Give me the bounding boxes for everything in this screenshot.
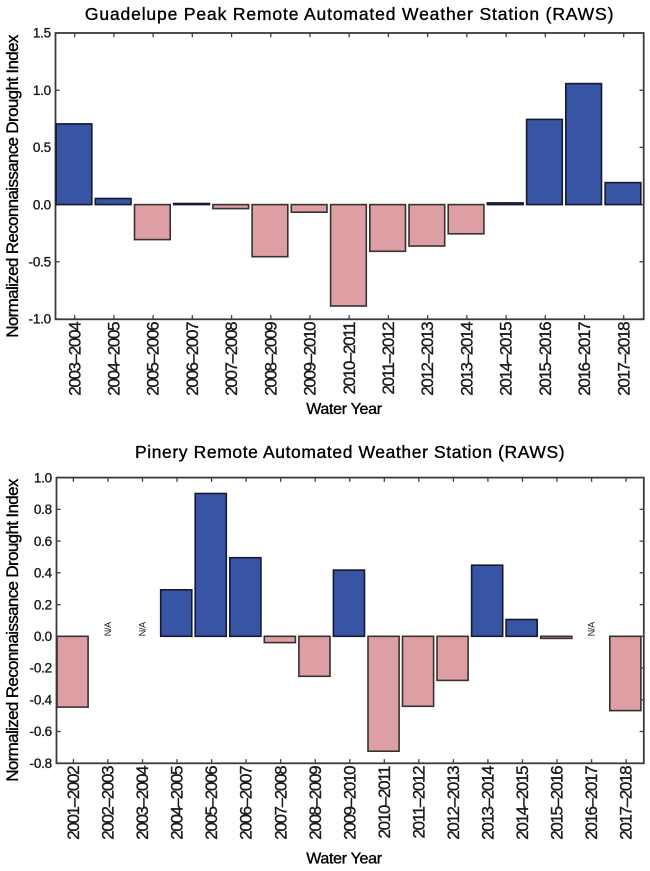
svg-text:2004–2005: 2004–2005 — [168, 766, 187, 840]
svg-text:Normalized Reconnaissance Drou: Normalized Reconnaissance Drought Index — [3, 34, 22, 338]
svg-text:N/A: N/A — [137, 622, 147, 636]
svg-text:Guadelupe Peak Remote Automate: Guadelupe Peak Remote Automated Weather … — [85, 4, 614, 24]
svg-text:0.8: 0.8 — [34, 502, 52, 517]
svg-text:Pinery Remote Automated Weathe: Pinery Remote Automated Weather Station … — [135, 442, 565, 462]
svg-text:2017–2018: 2017–2018 — [617, 766, 636, 840]
svg-text:1.0: 1.0 — [33, 83, 51, 98]
svg-text:1.0: 1.0 — [34, 470, 52, 485]
svg-text:-0.4: -0.4 — [30, 692, 53, 707]
svg-text:2005–2006: 2005–2006 — [202, 766, 221, 840]
svg-text:2005–2006: 2005–2006 — [144, 322, 163, 396]
svg-text:2006–2007: 2006–2007 — [237, 766, 256, 840]
svg-text:-1.0: -1.0 — [29, 312, 51, 327]
svg-text:2002–2003: 2002–2003 — [99, 766, 118, 840]
svg-text:-0.8: -0.8 — [30, 756, 52, 771]
svg-text:-0.6: -0.6 — [30, 724, 52, 739]
svg-text:2001–2002: 2001–2002 — [64, 766, 83, 840]
svg-text:2009–2010: 2009–2010 — [340, 766, 359, 840]
svg-text:-0.5: -0.5 — [29, 254, 51, 269]
svg-text:2012–2013: 2012–2013 — [444, 766, 463, 840]
svg-text:2006–2007: 2006–2007 — [183, 322, 202, 396]
svg-text:2003–2004: 2003–2004 — [65, 322, 84, 396]
svg-text:2004–2005: 2004–2005 — [105, 322, 124, 396]
svg-text:N/A: N/A — [587, 622, 597, 636]
svg-text:2013–2014: 2013–2014 — [479, 766, 498, 840]
svg-text:2007–2008: 2007–2008 — [271, 766, 290, 840]
svg-text:0.2: 0.2 — [34, 597, 52, 612]
svg-text:Water Year: Water Year — [306, 851, 383, 868]
svg-text:0.5: 0.5 — [33, 140, 51, 155]
svg-text:Water Year: Water Year — [306, 401, 383, 418]
svg-text:2017–2018: 2017–2018 — [614, 322, 633, 396]
svg-text:2007–2008: 2007–2008 — [222, 322, 241, 396]
svg-text:2010–2011: 2010–2011 — [340, 322, 359, 395]
svg-text:2003–2004: 2003–2004 — [133, 766, 152, 840]
svg-text:0.6: 0.6 — [34, 534, 52, 549]
svg-text:0.0: 0.0 — [34, 629, 52, 644]
svg-text:2008–2009: 2008–2009 — [306, 766, 325, 840]
svg-text:2009–2010: 2009–2010 — [301, 322, 320, 396]
svg-text:2013–2014: 2013–2014 — [457, 322, 476, 396]
svg-text:-0.2: -0.2 — [30, 661, 52, 676]
svg-text:0.4: 0.4 — [34, 565, 53, 580]
svg-text:2015–2016: 2015–2016 — [536, 322, 555, 396]
svg-text:2014–2015: 2014–2015 — [513, 766, 532, 840]
svg-text:2016–2017: 2016–2017 — [582, 766, 601, 840]
svg-text:2008–2009: 2008–2009 — [261, 322, 280, 396]
svg-text:2010–2011: 2010–2011 — [375, 766, 394, 839]
svg-text:2012–2013: 2012–2013 — [418, 322, 437, 396]
svg-text:2015–2016: 2015–2016 — [548, 766, 567, 840]
svg-text:2011–2012: 2011–2012 — [379, 322, 398, 395]
svg-text:2011–2012: 2011–2012 — [409, 766, 428, 839]
svg-text:N/A: N/A — [103, 622, 113, 636]
svg-text:Normalized Reconnaissance Drou: Normalized Reconnaissance Drought Index — [3, 478, 22, 782]
svg-text:2014–2015: 2014–2015 — [497, 322, 516, 396]
svg-text:0.0: 0.0 — [33, 197, 51, 212]
svg-text:1.5: 1.5 — [33, 26, 51, 41]
svg-text:2016–2017: 2016–2017 — [575, 322, 594, 396]
